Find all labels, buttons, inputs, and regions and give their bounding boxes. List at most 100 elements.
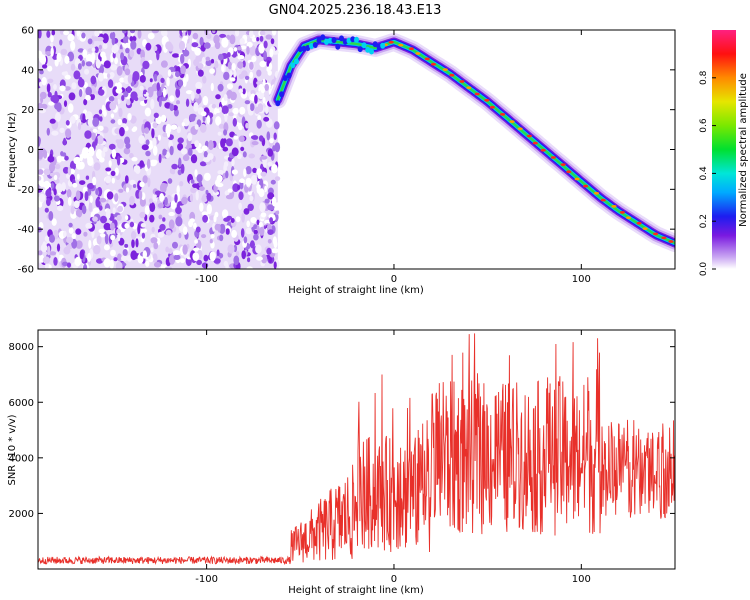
noise-blob: [233, 69, 237, 78]
colorbar-tick-label: 0.0: [699, 262, 709, 277]
noise-blob: [91, 47, 96, 53]
noise-blob: [64, 155, 69, 161]
snr-panel: -100 0 100 2000 4000 6000 8000 Height of strai…: [7, 329, 676, 596]
noise-blob: [110, 170, 116, 177]
noise-blob: [260, 254, 268, 264]
noise-blob: [259, 35, 264, 42]
noise-blob: [121, 95, 125, 101]
noise-blob: [121, 255, 128, 262]
noise-blob: [208, 140, 214, 151]
noise-blob: [149, 214, 155, 223]
ridge-blob: [316, 37, 322, 44]
noise-blob: [117, 253, 122, 262]
noise-blob: [145, 42, 152, 51]
noise-blob: [116, 66, 123, 76]
noise-blob: [78, 88, 83, 98]
noise-blob: [116, 155, 121, 166]
noise-blob: [129, 49, 135, 58]
noise-blob: [123, 90, 129, 98]
ridge-blob: [275, 100, 281, 107]
noise-blob: [113, 257, 118, 262]
noise-blob: [267, 204, 275, 211]
noise-blob: [83, 263, 88, 269]
noise-blob: [199, 202, 204, 212]
noise-blob: [267, 192, 275, 200]
noise-blob: [162, 183, 168, 188]
ridge-peak: [398, 43, 404, 47]
noise-blob: [139, 211, 146, 219]
noise-blob: [176, 100, 180, 105]
noise-blob: [125, 142, 131, 149]
noise-blob: [91, 132, 96, 141]
noise-blob: [61, 182, 66, 192]
noise-blob: [229, 91, 237, 101]
noise-blob: [265, 34, 273, 40]
noise-blob: [147, 177, 151, 188]
noise-blob: [271, 196, 277, 207]
noise-blob: [92, 176, 97, 186]
noise-blob: [51, 130, 59, 136]
noise-blob: [92, 128, 98, 133]
noise-blob: [139, 85, 144, 91]
noise-blob: [179, 258, 186, 264]
noise-blob: [99, 156, 105, 163]
noise-blob: [160, 114, 167, 123]
noise-blob: [104, 233, 109, 245]
noise-blob: [110, 113, 115, 119]
noise-blob: [153, 242, 159, 250]
noise-blob: [269, 138, 274, 144]
noise-blob: [105, 175, 112, 184]
noise-blob: [102, 43, 108, 50]
noise-blob: [99, 233, 106, 238]
noise-blob: [187, 132, 193, 142]
noise-blob: [231, 147, 239, 157]
ridge-peak: [611, 205, 617, 208]
noise-blob: [160, 60, 168, 68]
y-tick-label: 20: [21, 105, 34, 116]
noise-blob: [225, 228, 230, 235]
noise-blob: [168, 211, 175, 217]
ridge-peak: [619, 211, 626, 214]
noise-blob: [129, 179, 136, 186]
y-tick-label: 6000: [9, 398, 34, 409]
noise-blob: [256, 69, 262, 77]
noise-blob: [264, 198, 270, 204]
noise-blob: [223, 94, 228, 102]
noise-blob: [185, 90, 193, 95]
noise-blob: [67, 166, 72, 176]
noise-blob: [152, 159, 158, 165]
noise-blob: [182, 77, 187, 88]
noise-blob: [199, 36, 204, 46]
noise-blob: [182, 244, 188, 255]
noise-blob: [38, 108, 47, 114]
ridge-peak: [415, 52, 421, 55]
noise-blob: [150, 247, 154, 253]
noise-blob: [44, 235, 50, 242]
noise-blob: [54, 163, 61, 170]
noise-blob: [249, 61, 254, 70]
colorbar-ticks: 0.0 0.2 0.4 0.6 0.8: [699, 70, 716, 276]
noise-blob: [271, 164, 278, 174]
noise-blob: [103, 109, 107, 117]
noise-blob: [238, 73, 245, 80]
colorbar-tick-label: 0.8: [699, 70, 709, 85]
noise-blob: [87, 252, 92, 262]
noise-blob: [45, 51, 52, 55]
snr-frame: [37, 329, 676, 570]
noise-blob: [76, 173, 80, 180]
ridge-peak: [449, 73, 455, 77]
noise-blob: [250, 240, 255, 249]
noise-blob: [221, 209, 229, 219]
noise-blob: [79, 154, 84, 162]
noise-blob: [114, 193, 119, 202]
noise-blob: [76, 30, 81, 37]
noise-blob: [107, 79, 114, 88]
ridge-blob: [365, 46, 371, 53]
noise-blob: [260, 86, 265, 94]
noise-blob: [62, 261, 69, 267]
noise-blob: [117, 232, 121, 242]
noise-blob: [38, 30, 42, 39]
noise-blob: [99, 30, 103, 34]
noise-blob: [202, 114, 206, 122]
noise-blob: [81, 60, 86, 67]
